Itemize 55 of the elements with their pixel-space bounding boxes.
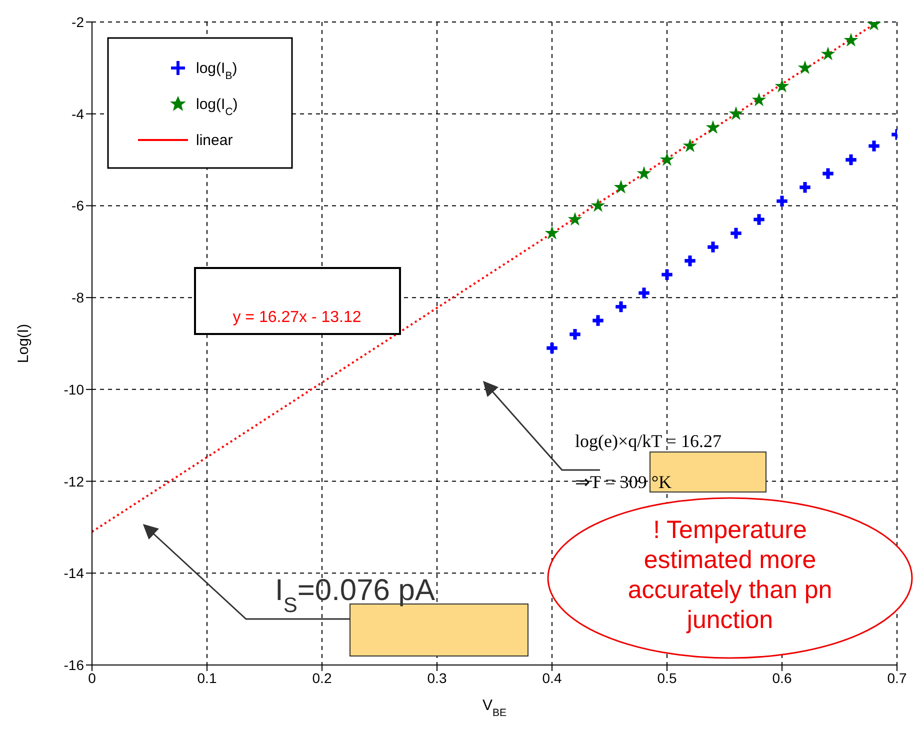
point bbox=[728, 106, 744, 120]
legend-label: log(I$_{B}$) bbox=[196, 60, 238, 82]
legend-label: linear bbox=[196, 132, 233, 149]
x-tick-label: 0.6 bbox=[772, 670, 792, 686]
y-tick-label: -14 bbox=[64, 565, 84, 582]
point bbox=[846, 154, 856, 166]
x-tick-label: 0.4 bbox=[542, 670, 562, 686]
x-tick-label: 0.7 bbox=[887, 670, 907, 686]
point bbox=[590, 198, 606, 212]
y-axis-title: Log(I) bbox=[15, 324, 32, 364]
point bbox=[730, 228, 742, 239]
point bbox=[844, 32, 858, 46]
y-tick-label: -16 bbox=[64, 656, 84, 673]
y-tick-label: -10 bbox=[64, 381, 84, 398]
point bbox=[636, 166, 652, 180]
x-tick-label: 0.5 bbox=[657, 670, 677, 686]
point bbox=[754, 214, 764, 225]
point bbox=[774, 78, 790, 92]
point bbox=[570, 328, 580, 340]
point bbox=[798, 60, 812, 74]
point bbox=[544, 226, 560, 240]
x-tick-label: 0.1 bbox=[197, 670, 217, 686]
point bbox=[616, 301, 626, 312]
point bbox=[776, 196, 788, 206]
point bbox=[820, 46, 836, 60]
point bbox=[546, 342, 558, 354]
y-tick-label: -12 bbox=[64, 473, 84, 490]
point bbox=[868, 140, 880, 152]
y-tick-label: -2 bbox=[72, 14, 84, 30]
y-tick-label: -6 bbox=[72, 198, 84, 214]
point bbox=[682, 138, 698, 152]
point bbox=[568, 212, 582, 226]
annotation: ⇒T = 309 °K bbox=[575, 472, 672, 492]
point bbox=[752, 92, 766, 106]
x-axis-title: V$_{BE}$ bbox=[482, 697, 507, 719]
annotation: I$_{S}$=0.076 pA bbox=[275, 574, 435, 616]
point bbox=[662, 269, 672, 280]
annotation: log(e)×q/kT = 16.27 bbox=[575, 431, 722, 451]
annotation: y = 16.27x - 13.12 bbox=[232, 309, 362, 326]
x-tick-label: 0.3 bbox=[427, 670, 447, 686]
y-tick-label: -8 bbox=[72, 290, 84, 306]
point bbox=[592, 315, 604, 326]
annotation: ! Temperature estimated more accurately than pn junction bbox=[626, 515, 834, 635]
point bbox=[638, 288, 650, 298]
point bbox=[614, 180, 628, 194]
point bbox=[684, 255, 696, 266]
point bbox=[660, 152, 674, 166]
y-tick-label: -4 bbox=[72, 106, 84, 122]
legend-label: log(I$_{C}$) bbox=[196, 96, 238, 118]
point bbox=[706, 120, 720, 134]
x-tick-label: 0.2 bbox=[312, 670, 332, 686]
x-tick-label: 0 bbox=[88, 670, 96, 686]
point bbox=[822, 168, 834, 179]
point bbox=[800, 182, 810, 193]
point bbox=[708, 242, 718, 252]
